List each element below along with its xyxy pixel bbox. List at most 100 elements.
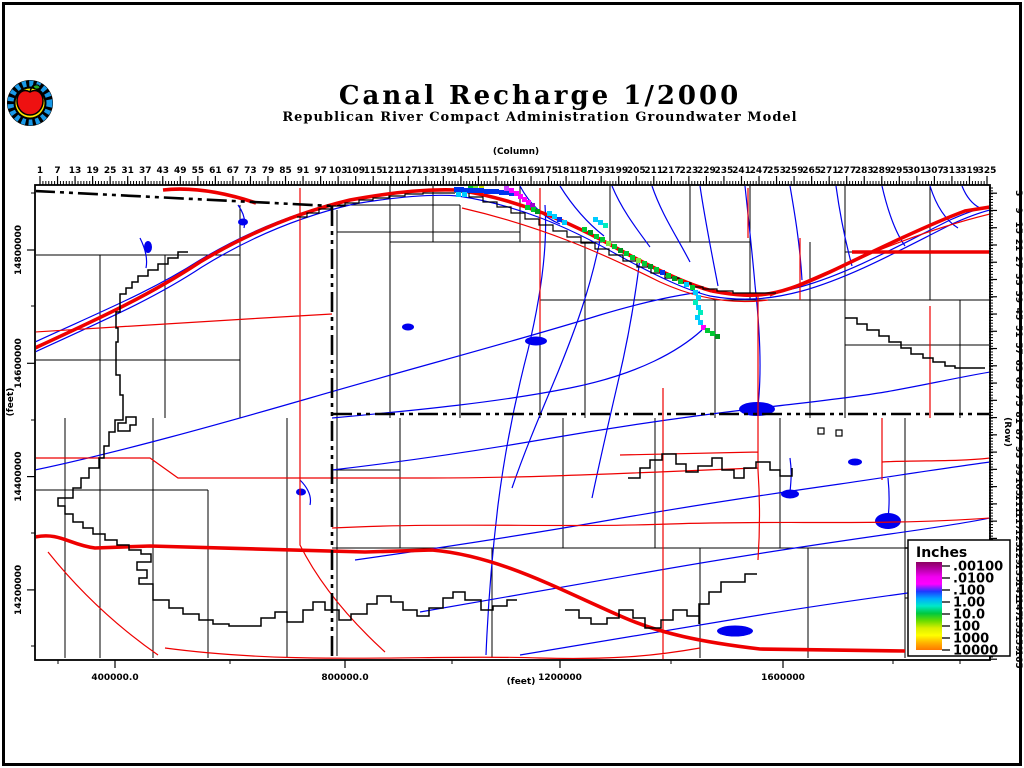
row-label: 105 bbox=[1013, 477, 1023, 496]
recharge-cell bbox=[531, 207, 536, 212]
column-label: 151 bbox=[469, 166, 488, 176]
y-axis-label: 14600000 bbox=[14, 338, 24, 388]
canal-line bbox=[297, 191, 776, 294]
state-borders bbox=[36, 189, 989, 656]
legend-entry-label: .0100 bbox=[953, 572, 994, 587]
apple-icon bbox=[16, 89, 44, 116]
recharge-cell bbox=[489, 189, 494, 194]
row-label: 21 bbox=[1013, 239, 1023, 252]
column-label: 199 bbox=[609, 166, 628, 176]
column-label: 79 bbox=[262, 166, 275, 176]
column-label: 145 bbox=[451, 166, 470, 176]
column-label: 97 bbox=[314, 166, 327, 176]
column-label: 139 bbox=[434, 166, 453, 176]
recharge-cell bbox=[522, 197, 527, 202]
recharge-cell bbox=[454, 187, 459, 192]
recharge-cell bbox=[547, 211, 552, 216]
row-label: 141 bbox=[1013, 581, 1023, 600]
republican-river-strand2 bbox=[36, 194, 989, 353]
row-label: 27 bbox=[1013, 256, 1023, 269]
recharge-cell bbox=[479, 188, 484, 193]
row-label: 93 bbox=[1013, 446, 1023, 459]
column-label: 55 bbox=[192, 166, 205, 176]
recharge-cell bbox=[636, 258, 641, 263]
recharge-cell bbox=[474, 188, 479, 193]
recharge-cell bbox=[593, 217, 598, 222]
column-label: 217 bbox=[662, 166, 681, 176]
row-label: 33 bbox=[1013, 273, 1023, 286]
column-label: 205 bbox=[627, 166, 646, 176]
row-label: 117 bbox=[1013, 512, 1023, 531]
rrca-apple-logo bbox=[7, 80, 53, 126]
recharge-cell bbox=[504, 186, 509, 191]
column-label: 25 bbox=[104, 166, 117, 176]
recharge-cell bbox=[690, 285, 695, 290]
column-label: 73 bbox=[244, 166, 257, 176]
recharge-cell bbox=[509, 188, 514, 193]
recharge-cell bbox=[654, 267, 659, 272]
recharge-cell bbox=[660, 270, 665, 275]
recharge-cell bbox=[562, 220, 567, 225]
legend-title: Inches bbox=[916, 545, 967, 561]
recharge-cell bbox=[509, 191, 514, 196]
column-label: 115 bbox=[364, 166, 383, 176]
column-label: 85 bbox=[279, 166, 292, 176]
recharge-cell bbox=[603, 223, 608, 228]
row-label: 63 bbox=[1013, 360, 1023, 373]
y-axis-label: 14200000 bbox=[14, 565, 24, 615]
column-label: 7 bbox=[54, 166, 60, 176]
recharge-cell bbox=[535, 209, 540, 214]
recharge-cell bbox=[464, 188, 469, 193]
column-label: 247 bbox=[750, 166, 769, 176]
recharge-cell bbox=[598, 220, 603, 225]
recharge-cell bbox=[678, 279, 683, 284]
column-label: 175 bbox=[539, 166, 558, 176]
row-label: 153 bbox=[1013, 615, 1023, 634]
recharge-cell bbox=[468, 186, 473, 188]
recharge-cell bbox=[698, 310, 703, 315]
column-label: 193 bbox=[592, 166, 611, 176]
legend-entry-label: 100 bbox=[953, 620, 980, 635]
recharge-cell bbox=[693, 300, 698, 305]
recharge-cell bbox=[672, 276, 677, 281]
recharge-cell bbox=[698, 320, 703, 325]
column-label: 1 bbox=[37, 166, 43, 176]
map-content bbox=[36, 186, 989, 659]
lakes bbox=[144, 218, 901, 637]
recharge-cell bbox=[684, 282, 689, 287]
column-label: 109 bbox=[346, 166, 365, 176]
column-label: 307 bbox=[925, 166, 944, 176]
recharge-cell bbox=[494, 189, 499, 194]
recharge-cell bbox=[484, 189, 489, 194]
column-label: 187 bbox=[574, 166, 593, 176]
row-label: 99 bbox=[1013, 463, 1023, 476]
column-label: 319 bbox=[960, 166, 979, 176]
recharge-cell bbox=[514, 191, 519, 196]
column-label: 157 bbox=[487, 166, 506, 176]
canal-recharge-cells bbox=[454, 186, 720, 339]
recharge-cell bbox=[606, 241, 611, 246]
recharge-cell bbox=[600, 237, 605, 242]
column-label: 49 bbox=[174, 166, 187, 176]
recharge-cell bbox=[479, 186, 484, 188]
recharge-cell bbox=[582, 227, 587, 232]
row-label: 129 bbox=[1013, 546, 1023, 565]
page-title: Canal Recharge 1/2000 bbox=[339, 81, 741, 111]
recharge-cell bbox=[666, 273, 671, 278]
recharge-cell bbox=[504, 190, 509, 195]
recharge-cell bbox=[588, 230, 593, 235]
recharge-cell bbox=[705, 328, 710, 333]
legend-entry-label: 10000 bbox=[953, 644, 998, 659]
column-label: 235 bbox=[715, 166, 734, 176]
recharge-cell bbox=[715, 334, 720, 339]
row-label: 111 bbox=[1013, 494, 1023, 513]
section-marker bbox=[835, 429, 843, 437]
legend-entry-label: .00100 bbox=[953, 560, 1003, 575]
recharge-cell bbox=[456, 192, 461, 197]
row-label: 15 bbox=[1013, 221, 1023, 234]
column-label: 253 bbox=[767, 166, 786, 176]
legend-color-bar bbox=[916, 562, 942, 650]
recharge-cell bbox=[462, 192, 467, 197]
column-label: 43 bbox=[156, 166, 169, 176]
